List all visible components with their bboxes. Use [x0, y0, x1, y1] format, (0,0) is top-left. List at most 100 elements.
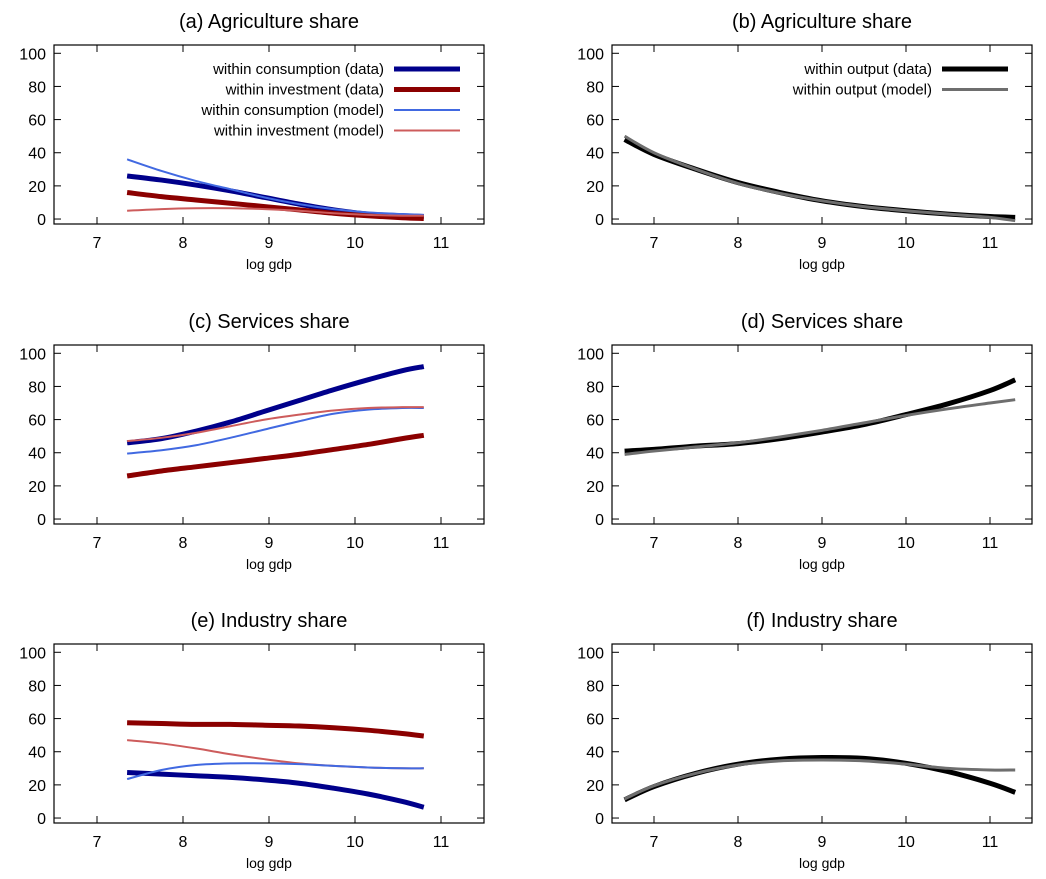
x-tick-label: 10: [897, 834, 915, 851]
y-tick-label: 20: [586, 778, 604, 795]
x-tick-label: 7: [650, 535, 659, 552]
panel-title: (e) Industry share: [191, 610, 348, 632]
series-line: [126, 432, 425, 479]
series-line: [127, 406, 424, 443]
y-tick-label: 80: [586, 79, 604, 96]
y-tick-label: 0: [37, 512, 46, 529]
y-tick-label: 40: [586, 446, 604, 463]
series-line: [127, 406, 424, 455]
x-tick-label: 10: [897, 535, 915, 552]
y-tick-label: 20: [28, 179, 46, 196]
y-tick-label: 80: [586, 379, 604, 396]
x-tick-label: 10: [897, 235, 915, 252]
y-tick-label: 60: [28, 413, 46, 430]
x-tick-label: 11: [433, 235, 450, 252]
y-tick-label: 40: [28, 146, 46, 163]
series-line: [126, 762, 424, 781]
y-tick-label: 0: [595, 512, 604, 529]
panel-title: (f) Industry share: [746, 610, 897, 632]
series-line-within-output-model: [623, 134, 1016, 223]
x-axis-label: log gdp: [799, 256, 845, 272]
legend-entry: within output (data): [803, 61, 932, 78]
x-axis-label: log gdp: [246, 556, 292, 572]
x-tick-label: 11: [433, 834, 450, 851]
y-tick-label: 60: [586, 712, 604, 729]
y-tick-label: 80: [28, 379, 46, 396]
x-tick-label: 7: [650, 235, 659, 252]
series-line: [623, 758, 1016, 801]
y-tick-label: 20: [586, 179, 604, 196]
panel-title: (b) Agriculture share: [732, 11, 912, 33]
y-tick-label: 100: [19, 346, 46, 363]
x-tick-label: 8: [179, 235, 188, 252]
panel-e: (e) Industry share 0 20 40 60 80 100 7 8 9 10 11 log…: [19, 610, 485, 871]
x-tick-label: 9: [265, 535, 274, 552]
x-tick-label: 9: [265, 235, 274, 252]
x-tick-label: 11: [982, 535, 999, 552]
y-tick-label: 60: [586, 413, 604, 430]
y-tick-label: 40: [586, 146, 604, 163]
y-tick-label: 0: [595, 212, 604, 229]
series-line: [126, 364, 425, 446]
series-line-within-investment-model: [127, 207, 424, 217]
y-tick-label: 0: [37, 811, 46, 828]
x-tick-label: 7: [93, 834, 102, 851]
legend-entry: within consumption (data): [212, 61, 384, 78]
x-tick-label: 10: [346, 235, 364, 252]
x-tick-label: 8: [179, 834, 188, 851]
y-tick-label: 80: [28, 79, 46, 96]
x-tick-label: 7: [93, 535, 102, 552]
y-tick-label: 20: [586, 479, 604, 496]
y-tick-label: 40: [28, 446, 46, 463]
y-tick-label: 0: [37, 212, 46, 229]
y-tick-label: 100: [19, 645, 46, 662]
x-axis-label: log gdp: [799, 855, 845, 871]
y-tick-label: 40: [28, 745, 46, 762]
y-tick-label: 60: [28, 113, 46, 130]
y-tick-label: 60: [586, 113, 604, 130]
series-line-within-investment-data: [126, 190, 424, 222]
x-tick-label: 8: [734, 235, 743, 252]
y-tick-label: 80: [28, 678, 46, 695]
y-tick-label: 40: [586, 745, 604, 762]
x-axis-label: log gdp: [246, 256, 292, 272]
x-tick-label: 9: [818, 535, 827, 552]
panel-d: (d) Services share 0 20 40 60 80 100 7 8 9 10 11 log…: [577, 311, 1033, 572]
x-tick-label: 11: [982, 834, 999, 851]
x-tick-label: 11: [982, 235, 999, 252]
y-tick-label: 100: [577, 46, 604, 63]
panel-title: (d) Services share: [741, 311, 903, 333]
x-axis-label: log gdp: [246, 855, 292, 871]
x-tick-label: 8: [179, 535, 188, 552]
x-tick-label: 10: [346, 535, 364, 552]
panel-c: (c) Services share 0 20 40 60 80 100 7 8 9 10 11 log…: [19, 311, 485, 572]
legend-entry: within consumption (model): [200, 102, 384, 119]
x-tick-label: 9: [265, 834, 274, 851]
y-tick-label: 100: [577, 645, 604, 662]
series-line: [126, 769, 425, 810]
x-tick-label: 9: [818, 235, 827, 252]
y-tick-label: 0: [595, 811, 604, 828]
legend-entry: within output (model): [792, 82, 932, 99]
y-tick-label: 100: [19, 46, 46, 63]
x-tick-label: 8: [734, 834, 743, 851]
y-tick-label: 20: [28, 479, 46, 496]
y-tick-label: 60: [28, 712, 46, 729]
y-tick-label: 80: [586, 678, 604, 695]
x-tick-label: 11: [433, 535, 450, 552]
panel-a: (a) Agriculture share 0 20 40 60 80 100 7 8 9 10 11…: [19, 11, 485, 272]
series-line: [127, 720, 425, 739]
series-line-within-output-data: [623, 137, 1016, 220]
series-line: [623, 754, 1017, 803]
x-tick-label: 8: [734, 535, 743, 552]
legend-entry: within investment (model): [213, 123, 384, 140]
x-tick-label: 7: [650, 834, 659, 851]
panel-b: (b) Agriculture share 0 20 40 60 80 100 7 8 9 10 11…: [577, 11, 1033, 272]
panel-f: (f) Industry share 0 20 40 60 80 100 7 8 9 10 11 log…: [577, 610, 1033, 871]
x-tick-label: 9: [818, 834, 827, 851]
series-line-within-consumption-model: [126, 158, 424, 216]
panel-title: (c) Services share: [188, 311, 349, 333]
series-line: [624, 398, 1016, 456]
series-line: [624, 377, 1017, 454]
